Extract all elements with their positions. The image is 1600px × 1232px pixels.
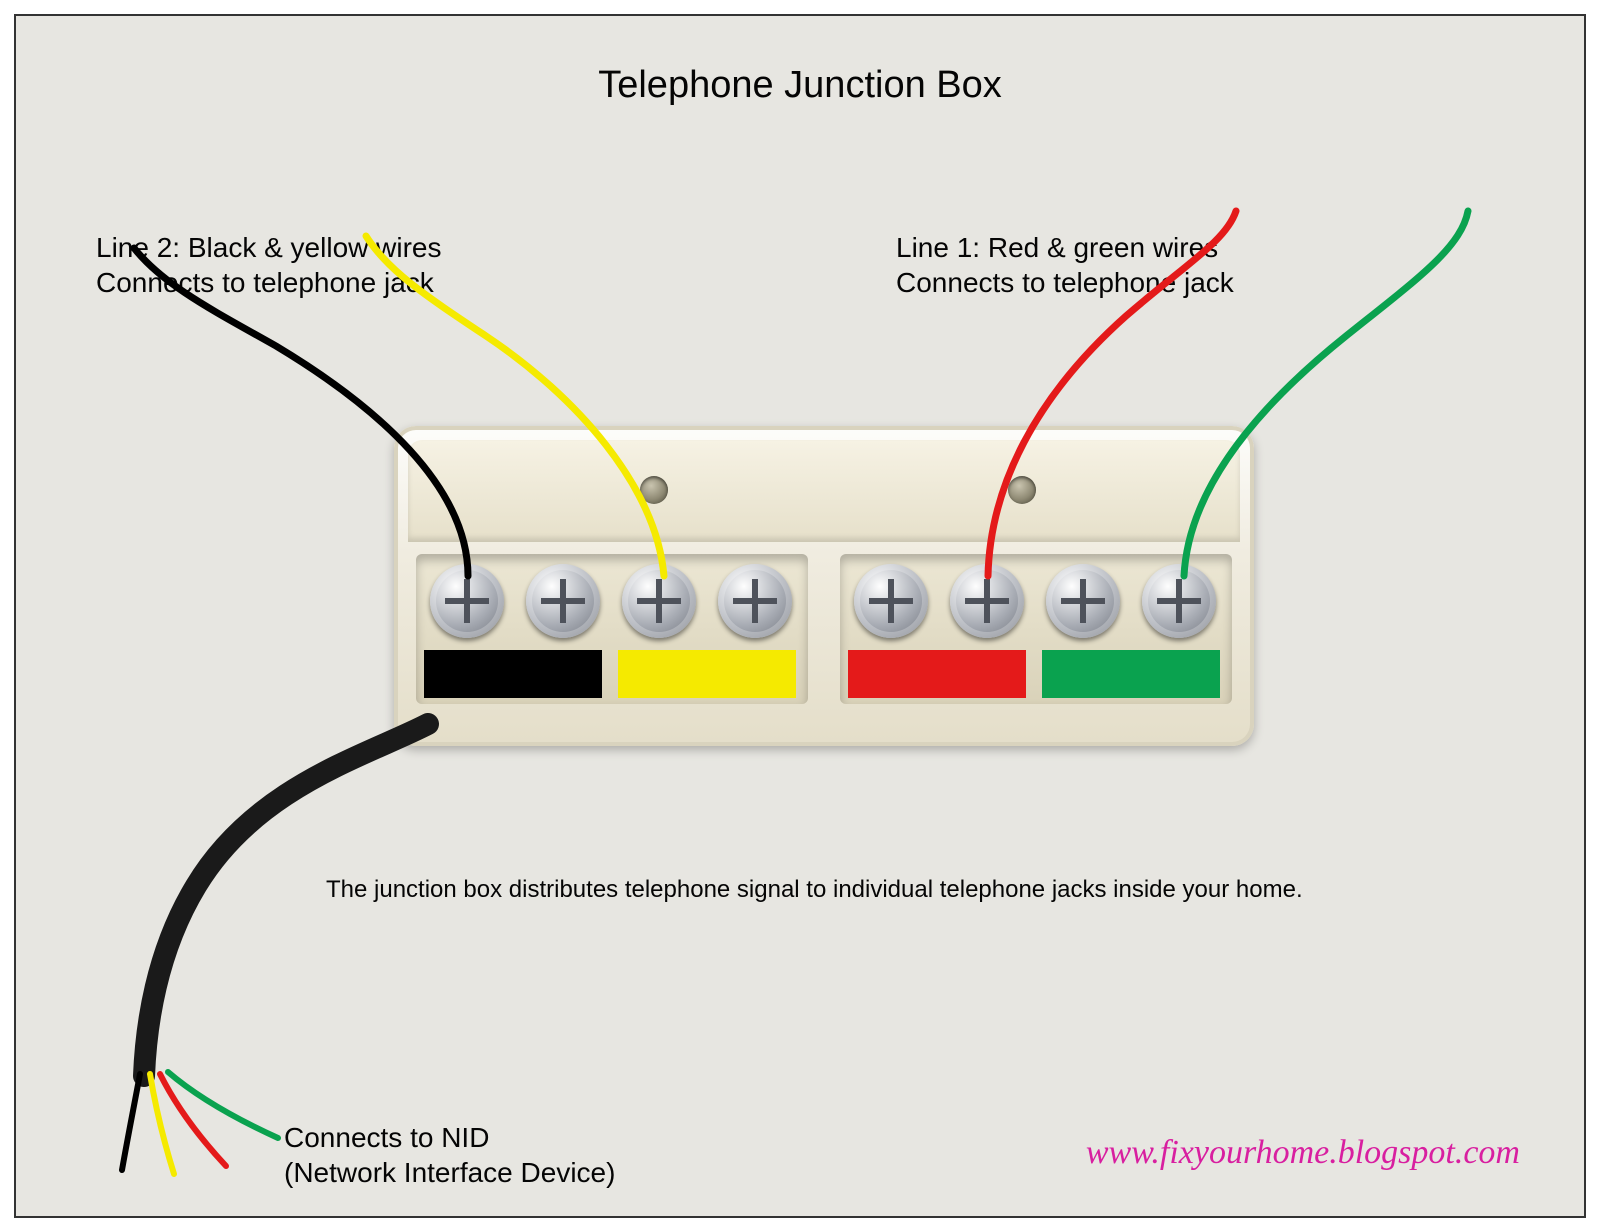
source-url: www.fixyourhome.blogspot.com (1086, 1134, 1520, 1172)
terminal-screw (622, 564, 696, 638)
mount-hole (1008, 476, 1036, 504)
junction-box (394, 426, 1254, 746)
box-lip (408, 440, 1240, 542)
terminal-screw (854, 564, 928, 638)
terminal-screw (526, 564, 600, 638)
terminal-well-right (840, 554, 1232, 704)
diagram-title: Telephone Junction Box (16, 64, 1584, 107)
nid-inner-red (160, 1074, 226, 1166)
nid-inner-black (122, 1074, 140, 1170)
terminal-screw (1046, 564, 1120, 638)
nid-label: Connects to NID(Network Interface Device… (284, 1120, 615, 1190)
terminal-screw (1142, 564, 1216, 638)
terminal-screw (950, 564, 1024, 638)
mount-hole (640, 476, 668, 504)
terminal-well-left (416, 554, 808, 704)
terminal-color-tag (618, 650, 796, 698)
terminal-color-tag (424, 650, 602, 698)
description-text: The junction box distributes telephone s… (326, 876, 1303, 904)
line1-label: Line 1: Red & green wiresConnects to tel… (896, 230, 1234, 300)
line2-label: Line 2: Black & yellow wiresConnects to … (96, 230, 441, 300)
terminal-color-tag (848, 650, 1026, 698)
diagram-frame: Telephone Junction Box Line 2: Black & y… (14, 14, 1586, 1218)
nid-inner-green (168, 1072, 278, 1138)
terminal-color-tag (1042, 650, 1220, 698)
nid-inner-yellow (150, 1074, 174, 1174)
terminal-screw (430, 564, 504, 638)
terminal-screw (718, 564, 792, 638)
